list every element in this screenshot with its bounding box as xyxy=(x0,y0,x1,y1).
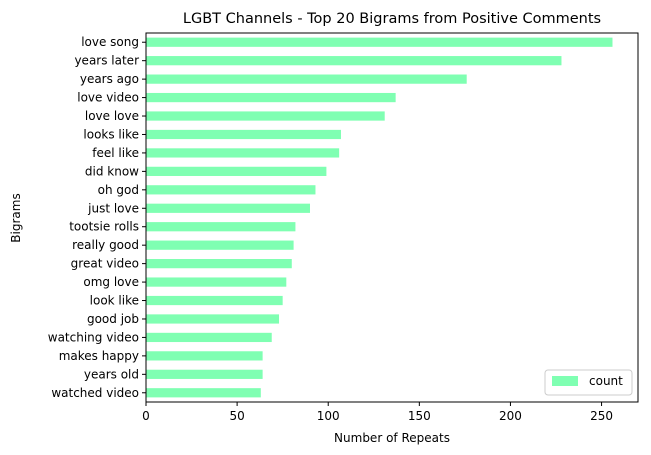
y-axis-title: Bigrams xyxy=(9,193,23,242)
bar-love-love xyxy=(146,111,385,121)
x-tick-label: 0 xyxy=(142,409,150,423)
y-tick-label: oh god xyxy=(98,183,139,197)
bar-tootsie-rolls xyxy=(146,222,296,232)
y-tick-label: tootsie rolls xyxy=(69,220,139,234)
x-tick-label: 50 xyxy=(229,409,244,423)
bar-watching-video xyxy=(146,332,272,343)
legend-swatch xyxy=(552,376,578,386)
y-tick-label: love song xyxy=(81,35,139,49)
x-axis-title: Number of Repeats xyxy=(334,431,450,445)
bar-great-video xyxy=(146,259,292,269)
y-tick-label: love love xyxy=(85,109,139,123)
bar-makes-happy xyxy=(146,351,263,361)
y-tick-label: years ago xyxy=(80,72,139,86)
bars-group xyxy=(146,37,613,398)
bar-did-know xyxy=(146,166,327,176)
bar-look-like xyxy=(146,295,283,306)
bar-feel-like xyxy=(146,148,340,158)
bar-oh-god xyxy=(146,185,316,195)
y-tick-label: great video xyxy=(71,257,139,271)
y-tick-label: years later xyxy=(74,54,139,68)
bar-years-later xyxy=(146,56,562,66)
y-tick-label: watching video xyxy=(48,330,139,344)
bar-love-video xyxy=(146,92,396,103)
y-tick-label: look like xyxy=(90,294,139,308)
bar-looks-like xyxy=(146,129,341,140)
y-tick-label: love video xyxy=(77,91,139,105)
x-tick-label: 150 xyxy=(408,409,431,423)
y-tick-label: did know xyxy=(85,164,139,178)
x-axis: 0 50 100 150 200 250 xyxy=(142,402,613,423)
y-tick-label: looks like xyxy=(83,127,139,141)
bar-years-ago xyxy=(146,74,467,84)
plot-frame xyxy=(145,32,639,403)
bar-watched-video xyxy=(146,388,261,398)
y-tick-label: years old xyxy=(84,367,139,381)
bar-really-good xyxy=(146,240,294,250)
bar-omg-love xyxy=(146,277,287,287)
x-tick-label: 200 xyxy=(499,409,522,423)
y-tick-label: makes happy xyxy=(59,349,139,363)
legend-label: count xyxy=(589,374,623,388)
y-tick-label: just love xyxy=(87,201,139,215)
y-tick-label: feel like xyxy=(92,146,139,160)
y-axis: love song years later years ago love video l… xyxy=(48,35,146,400)
bar-just-love xyxy=(146,203,310,213)
y-tick-label: watched video xyxy=(51,386,139,400)
chart-title: LGBT Channels - Top 20 Bigrams from Posi… xyxy=(183,11,601,27)
bar-years-old xyxy=(146,369,263,379)
x-tick-label: 100 xyxy=(317,409,340,423)
x-tick-label: 250 xyxy=(590,409,613,423)
bar-good-job xyxy=(146,314,280,324)
y-tick-label: omg love xyxy=(83,275,139,289)
legend: count xyxy=(544,369,633,396)
y-tick-label: really good xyxy=(72,238,139,252)
bar-love-song xyxy=(146,37,613,47)
y-tick-label: good job xyxy=(87,312,139,326)
